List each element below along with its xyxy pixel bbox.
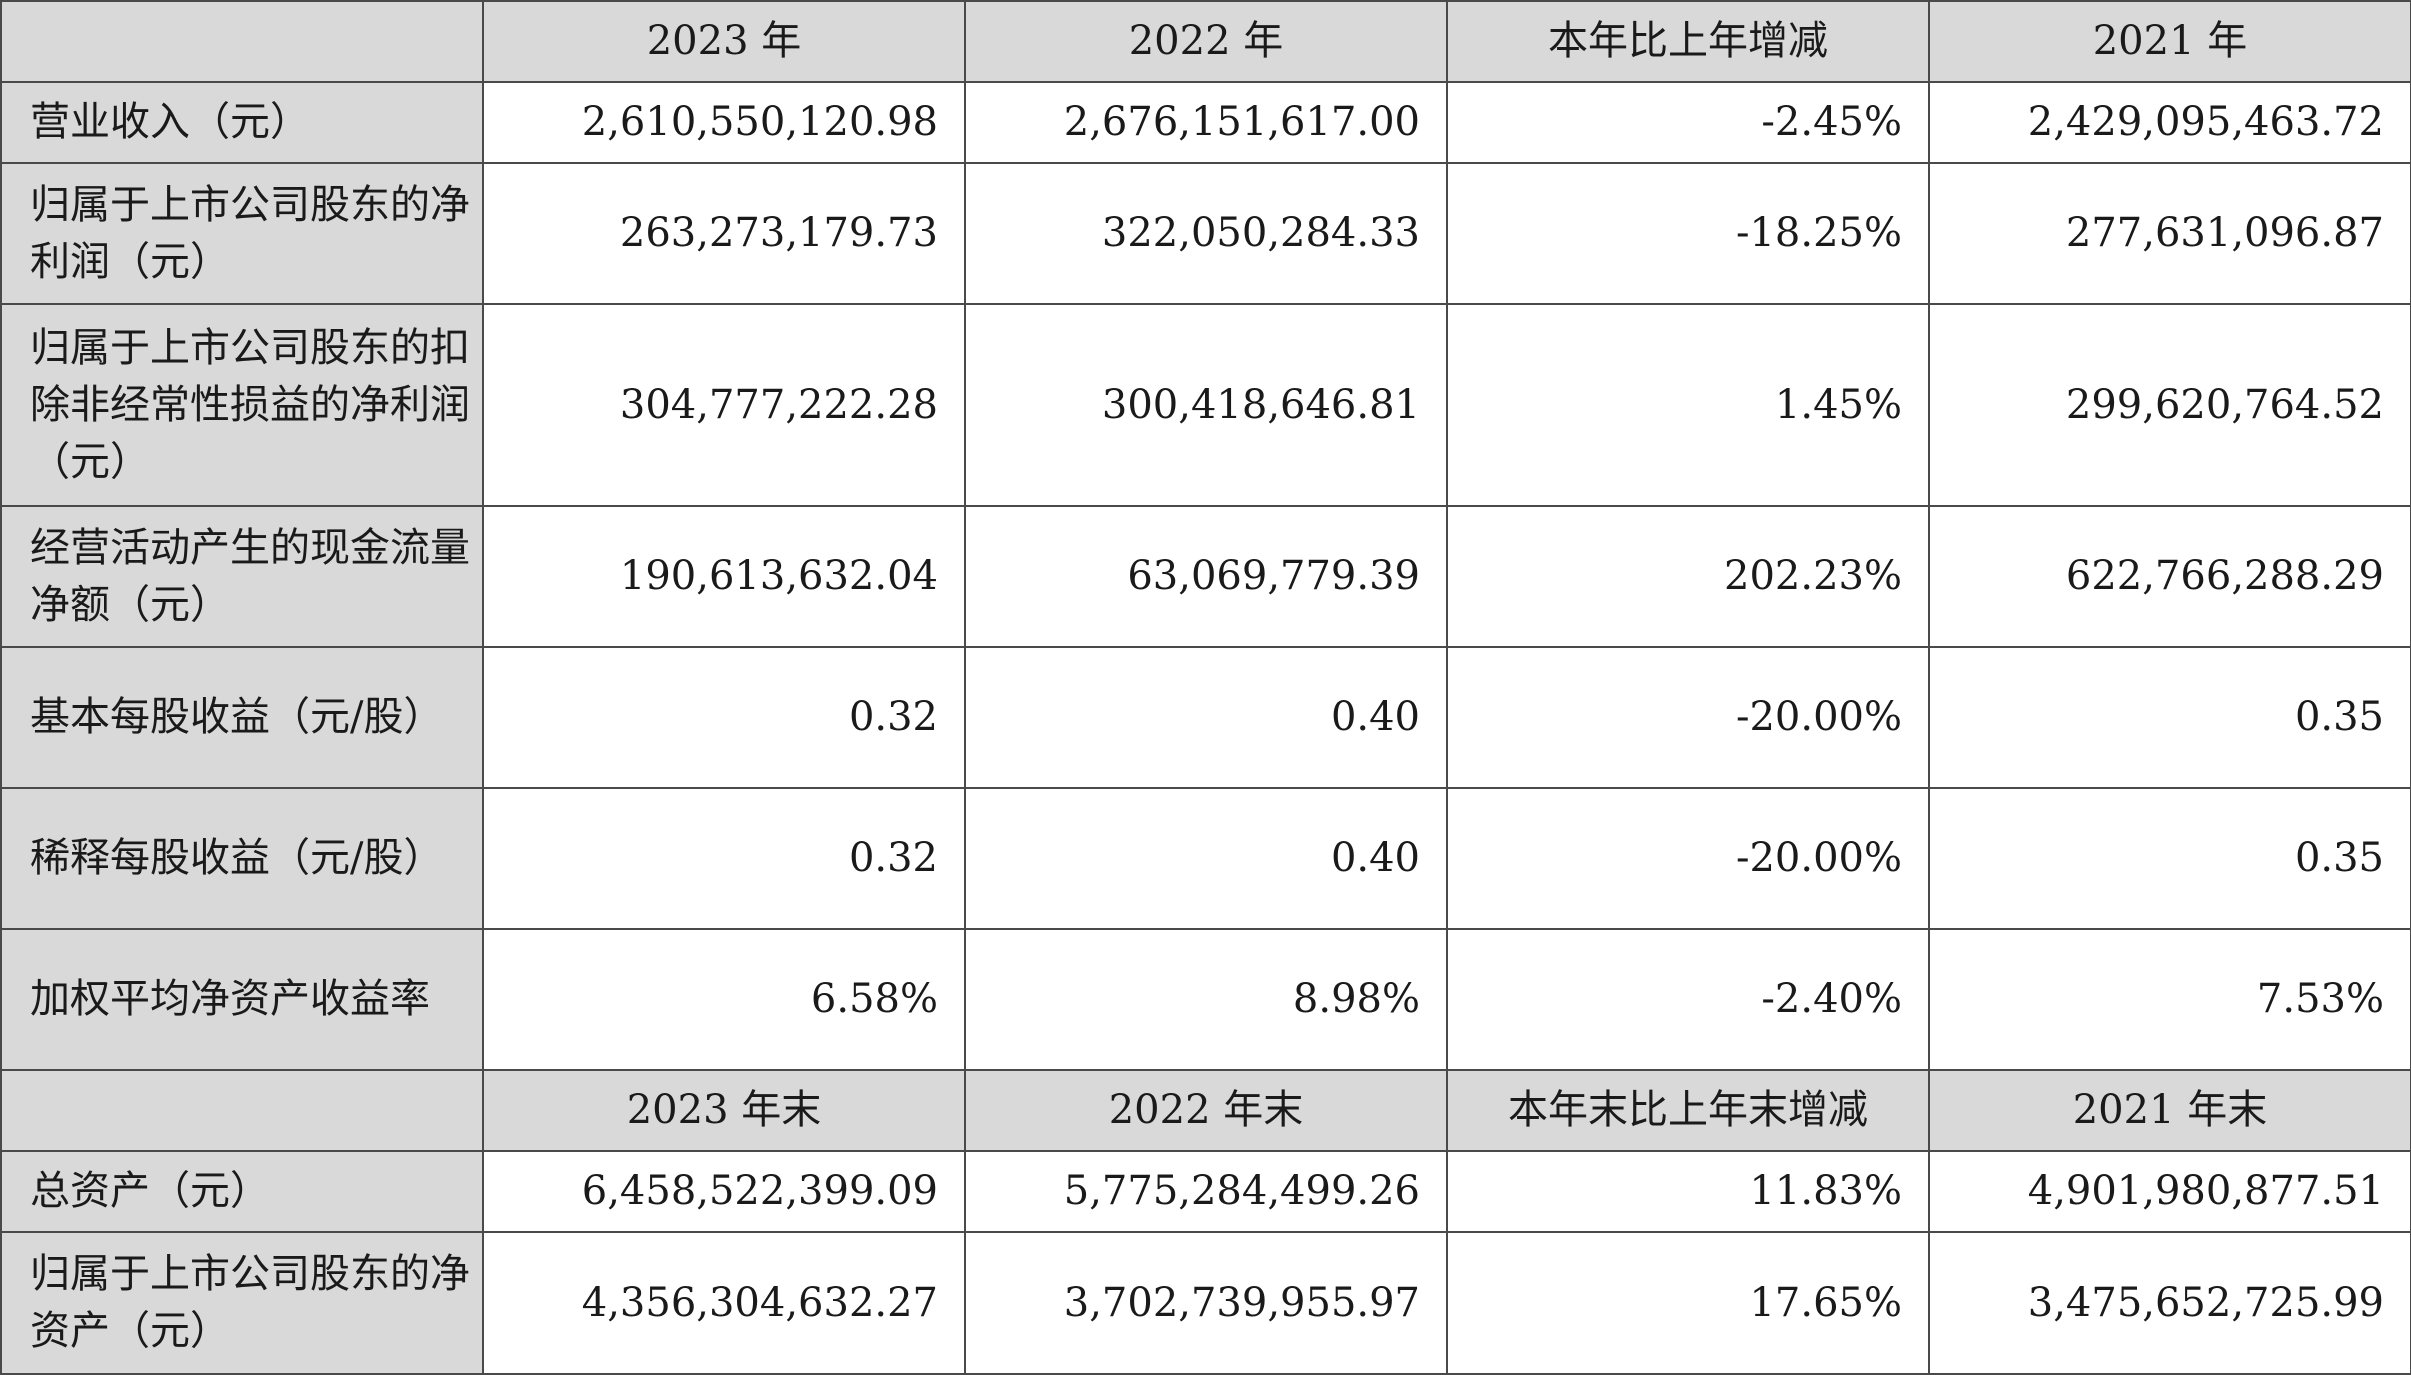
value-2022: 8.98% <box>964 928 1448 1071</box>
value-2021: 277,631,096.87 <box>1928 162 2411 305</box>
row-label: 加权平均净资产收益率 <box>0 928 484 1071</box>
value-change: 202.23% <box>1446 505 1930 648</box>
row-net-profit: 归属于上市公司股东的净利润（元） 263,273,179.73 322,050,… <box>0 162 2411 305</box>
row-label: 归属于上市公司股东的扣除非经常性损益的净利润（元） <box>0 303 484 507</box>
value-2021: 2,429,095,463.72 <box>1928 81 2411 164</box>
value-change: -2.40% <box>1446 928 1930 1071</box>
row-label: 归属于上市公司股东的净利润（元） <box>0 162 484 305</box>
row-label: 营业收入（元） <box>0 81 484 164</box>
value-2023: 2,610,550,120.98 <box>482 81 966 164</box>
header-2023-end: 2023 年末 <box>482 1069 966 1152</box>
value-2022: 5,775,284,499.26 <box>964 1150 1448 1233</box>
header-corner-cell <box>0 1069 484 1152</box>
row-basic-eps: 基本每股收益（元/股） 0.32 0.40 -20.00% 0.35 <box>0 646 2411 789</box>
header-corner-cell <box>0 0 484 83</box>
value-2022: 2,676,151,617.00 <box>964 81 1448 164</box>
value-2022: 0.40 <box>964 646 1448 789</box>
row-label: 总资产（元） <box>0 1150 484 1233</box>
value-change: 17.65% <box>1446 1231 1930 1375</box>
value-2022: 322,050,284.33 <box>964 162 1448 305</box>
header-2023: 2023 年 <box>482 0 966 83</box>
row-diluted-eps: 稀释每股收益（元/股） 0.32 0.40 -20.00% 0.35 <box>0 787 2411 930</box>
header-2022-end: 2022 年末 <box>964 1069 1448 1152</box>
value-2023: 6.58% <box>482 928 966 1071</box>
value-2021: 7.53% <box>1928 928 2411 1071</box>
header-row-annual: 2023 年 2022 年 本年比上年增减 2021 年 <box>0 0 2411 83</box>
value-2021: 622,766,288.29 <box>1928 505 2411 648</box>
value-2023: 304,777,222.28 <box>482 303 966 507</box>
value-change: -2.45% <box>1446 81 1930 164</box>
row-label: 稀释每股收益（元/股） <box>0 787 484 930</box>
value-2021: 3,475,652,725.99 <box>1928 1231 2411 1375</box>
value-2021: 299,620,764.52 <box>1928 303 2411 507</box>
header-row-year-end: 2023 年末 2022 年末 本年末比上年末增减 2021 年末 <box>0 1069 2411 1152</box>
value-2023: 190,613,632.04 <box>482 505 966 648</box>
row-operating-revenue: 营业收入（元） 2,610,550,120.98 2,676,151,617.0… <box>0 81 2411 164</box>
value-2021: 0.35 <box>1928 646 2411 789</box>
value-2022: 0.40 <box>964 787 1448 930</box>
value-2023: 0.32 <box>482 646 966 789</box>
row-label: 经营活动产生的现金流量净额（元） <box>0 505 484 648</box>
value-2022: 300,418,646.81 <box>964 303 1448 507</box>
value-2023: 263,273,179.73 <box>482 162 966 305</box>
row-total-assets: 总资产（元） 6,458,522,399.09 5,775,284,499.26… <box>0 1150 2411 1233</box>
value-2022: 3,702,739,955.97 <box>964 1231 1448 1375</box>
value-2022: 63,069,779.39 <box>964 505 1448 648</box>
row-net-assets: 归属于上市公司股东的净资产（元） 4,356,304,632.27 3,702,… <box>0 1231 2411 1375</box>
row-operating-cash-flow: 经营活动产生的现金流量净额（元） 190,613,632.04 63,069,7… <box>0 505 2411 648</box>
row-label: 归属于上市公司股东的净资产（元） <box>0 1231 484 1375</box>
value-2023: 0.32 <box>482 787 966 930</box>
header-2021-end: 2021 年末 <box>1928 1069 2411 1152</box>
header-2022: 2022 年 <box>964 0 1448 83</box>
value-2023: 4,356,304,632.27 <box>482 1231 966 1375</box>
header-change-end: 本年末比上年末增减 <box>1446 1069 1930 1152</box>
value-change: -18.25% <box>1446 162 1930 305</box>
value-change: 11.83% <box>1446 1150 1930 1233</box>
value-2021: 4,901,980,877.51 <box>1928 1150 2411 1233</box>
header-change: 本年比上年增减 <box>1446 0 1930 83</box>
value-change: -20.00% <box>1446 646 1930 789</box>
value-2023: 6,458,522,399.09 <box>482 1150 966 1233</box>
row-label: 基本每股收益（元/股） <box>0 646 484 789</box>
row-net-profit-deducted: 归属于上市公司股东的扣除非经常性损益的净利润（元） 304,777,222.28… <box>0 303 2411 507</box>
value-change: -20.00% <box>1446 787 1930 930</box>
header-2021: 2021 年 <box>1928 0 2411 83</box>
value-change: 1.45% <box>1446 303 1930 507</box>
row-weighted-roe: 加权平均净资产收益率 6.58% 8.98% -2.40% 7.53% <box>0 928 2411 1071</box>
value-2021: 0.35 <box>1928 787 2411 930</box>
